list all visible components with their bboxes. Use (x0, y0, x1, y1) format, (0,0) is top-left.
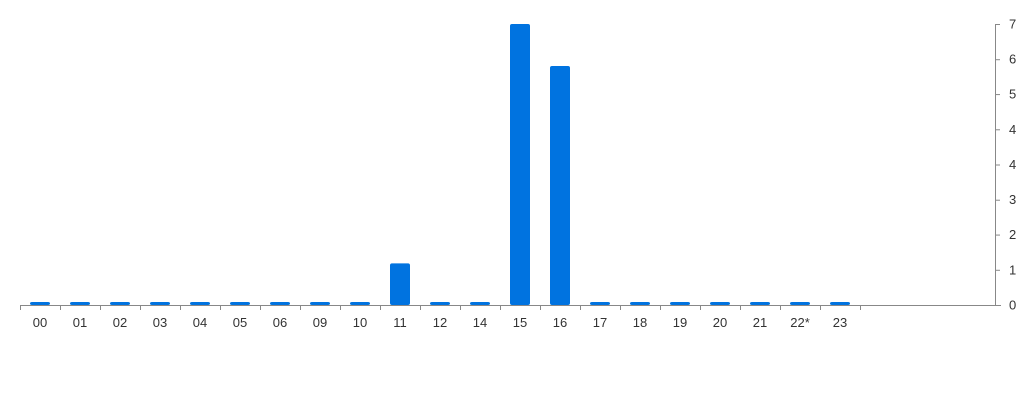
x-tick-label: 18 (633, 315, 647, 330)
x-tick-label: 16 (553, 315, 567, 330)
x-tick-label: 01 (73, 315, 87, 330)
bar-17[interactable] (590, 302, 610, 305)
x-tick-label: 03 (153, 315, 167, 330)
x-tick-label: 12 (433, 315, 447, 330)
bar-04[interactable] (190, 302, 210, 305)
bar-09[interactable] (310, 302, 330, 305)
x-tick-label: 11 (393, 315, 407, 330)
x-tick-label: 00 (33, 315, 47, 330)
y-axis-ticks: 0 1 2 3 4 4 5 6 7 (995, 17, 1016, 313)
bar-05[interactable] (230, 302, 250, 305)
bar-14[interactable] (470, 302, 490, 305)
x-tick-label: 04 (193, 315, 207, 330)
y-tick-label: 4 (1009, 122, 1016, 137)
y-tick-label: 2 (1009, 227, 1016, 242)
bar-21[interactable] (750, 302, 770, 305)
x-tick-label: 23 (833, 315, 847, 330)
x-tick-label: 05 (233, 315, 247, 330)
y-tick-label: 3 (1009, 192, 1016, 207)
bar-20[interactable] (710, 302, 730, 305)
x-tick-label: 21 (753, 315, 767, 330)
bar-22-star[interactable] (790, 302, 810, 305)
bar-12[interactable] (430, 302, 450, 305)
y-tick-label: 5 (1009, 87, 1016, 102)
bar-02[interactable] (110, 302, 130, 305)
x-axis-ticks: 00 01 02 03 04 05 06 09 10 11 12 14 15 16 17 18 19 20 21 22… (20, 305, 861, 330)
bar-16[interactable] (550, 65, 570, 305)
x-tick-label: 14 (473, 315, 487, 330)
x-tick-label: 19 (673, 315, 687, 330)
bar-18[interactable] (630, 302, 650, 305)
y-tick-label: 7 (1009, 17, 1016, 32)
bar-06[interactable] (270, 302, 290, 305)
x-tick-label: 09 (313, 315, 327, 330)
bar-23[interactable] (830, 302, 850, 305)
bar-03[interactable] (150, 302, 170, 305)
bar-00[interactable] (30, 302, 50, 305)
y-tick-label: 0 (1009, 298, 1016, 313)
y-tick-label: 6 (1009, 52, 1016, 67)
x-tick-label: 10 (353, 315, 367, 330)
x-tick-label: 15 (513, 315, 527, 330)
bar-19[interactable] (670, 302, 690, 305)
y-tick-label: 1 (1009, 262, 1016, 277)
bars (30, 24, 850, 305)
x-tick-label: 17 (593, 315, 607, 330)
bar-10[interactable] (350, 302, 370, 305)
y-tick-label: 4 (1009, 157, 1016, 172)
bar-15[interactable] (510, 24, 530, 305)
bar-01[interactable] (70, 302, 90, 305)
bar-11[interactable] (390, 263, 410, 305)
x-tick-label: 22* (790, 315, 810, 330)
x-tick-label: 06 (273, 315, 287, 330)
x-tick-label: 02 (113, 315, 127, 330)
x-tick-label: 20 (713, 315, 727, 330)
